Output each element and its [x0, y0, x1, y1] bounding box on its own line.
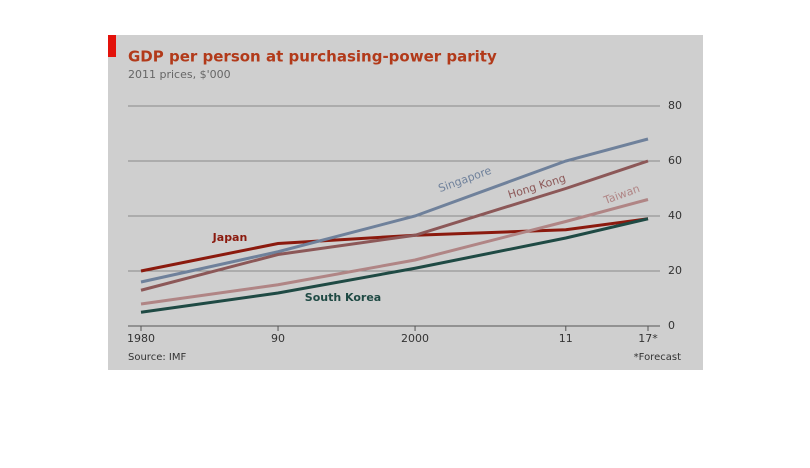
- x-tick-label: 1980: [127, 332, 155, 345]
- series-line: [140, 217, 649, 314]
- source: Source: IMF: [128, 352, 186, 363]
- chart-background: [108, 35, 703, 370]
- x-tick-label: 11: [559, 332, 573, 345]
- x-tick-label: 17*: [638, 332, 658, 345]
- y-tick-label: 20: [668, 264, 682, 277]
- chart-subtitle: 2011 prices, $'000: [128, 68, 231, 81]
- x-tick-label: 2000: [401, 332, 429, 345]
- x-tick-label: 90: [271, 332, 285, 345]
- chart-title: GDP per person at purchasing-power parit…: [128, 48, 497, 66]
- y-tick-label: 80: [668, 99, 682, 112]
- y-tick-label: 40: [668, 209, 682, 222]
- y-tick-label: 0: [668, 319, 675, 332]
- series-label: Japan: [212, 231, 248, 244]
- series-line: [140, 159, 649, 292]
- series-label: South Korea: [305, 291, 381, 304]
- series-line: [140, 137, 649, 284]
- accent-bar: [108, 35, 116, 57]
- footnote: *Forecast: [634, 352, 681, 363]
- y-tick-label: 60: [668, 154, 682, 167]
- series-line: [140, 198, 649, 306]
